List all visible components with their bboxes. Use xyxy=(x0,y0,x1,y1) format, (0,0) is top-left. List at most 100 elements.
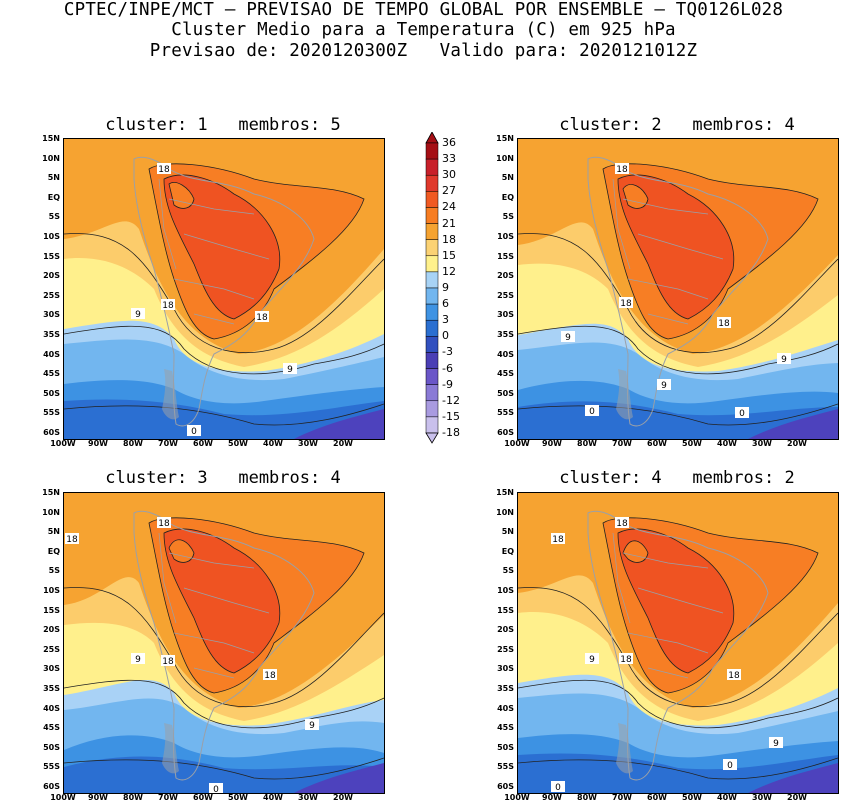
panel-1-title: cluster: 1 membros: 5 xyxy=(105,115,341,135)
latitude-label: 60S xyxy=(497,782,514,791)
latitude-label: 5N xyxy=(47,527,60,537)
svg-text:9: 9 xyxy=(565,333,571,343)
longitude-label: 60W xyxy=(647,793,667,802)
longitude-label: 90W xyxy=(88,439,108,448)
latitude-label: 60S xyxy=(43,428,60,437)
latitude-label: 5S xyxy=(48,566,60,576)
svg-text:18: 18 xyxy=(158,519,170,529)
contour-label: 18 xyxy=(615,163,629,175)
temperature-field-2: 18 18 18 9 9 9 0 0 xyxy=(518,139,838,439)
svg-text:9: 9 xyxy=(135,655,141,665)
latitude-label: 15S xyxy=(43,251,60,261)
colorbar-tick-label: 0 xyxy=(442,329,449,343)
latitude-label: 35S xyxy=(43,330,60,339)
country-borders xyxy=(612,178,724,325)
map-panel-2: 18 18 18 9 9 9 0 0 xyxy=(517,138,839,440)
contour-label: 18 xyxy=(717,317,731,329)
svg-text:9: 9 xyxy=(781,355,787,365)
temperature-band xyxy=(64,756,384,793)
colorbar-segment xyxy=(425,384,439,402)
contour-line xyxy=(64,757,384,780)
latitude-label: 5S xyxy=(48,212,60,222)
latitude-label: 50S xyxy=(497,388,514,398)
patagonia-land xyxy=(162,723,179,774)
latitude-label: 10S xyxy=(43,232,60,241)
contour-line xyxy=(518,587,838,707)
svg-text:18: 18 xyxy=(616,165,628,175)
colorbar-segment xyxy=(425,255,439,273)
longitude-label: 50W xyxy=(682,793,702,802)
latitude-label: EQ xyxy=(47,192,60,202)
svg-text:0: 0 xyxy=(739,409,745,419)
temperature-field-1: 18 18 18 9 9 0 xyxy=(64,139,384,439)
latitude-label: 10N xyxy=(42,153,60,163)
longitude-label: 40W xyxy=(717,439,737,448)
latitude-label: 55S xyxy=(497,762,514,772)
country-borders xyxy=(158,532,270,679)
colorbar-tick-label: -3 xyxy=(442,345,453,359)
temperature-field-4: 18 18 18 18 9 9 0 0 xyxy=(518,493,838,793)
latitude-label: 50S xyxy=(43,742,60,752)
warm-core-region xyxy=(168,539,195,563)
south-america-coastline xyxy=(133,156,315,427)
map-panel-4: 18 18 18 18 9 9 0 0 xyxy=(517,492,839,794)
contour-line xyxy=(64,325,384,375)
svg-text:18: 18 xyxy=(718,319,730,329)
colorbar-segment xyxy=(425,368,439,385)
latitude-label: 20S xyxy=(43,271,60,281)
colorbar-scale xyxy=(425,131,439,444)
colorbar-tick-label: 33 xyxy=(442,152,456,166)
colorbar-segment xyxy=(425,416,439,434)
south-america-coastline xyxy=(587,156,769,427)
longitude-label: 70W xyxy=(612,793,632,802)
longitude-label: 90W xyxy=(542,793,562,802)
colorbar-tick-label: -15 xyxy=(442,409,460,423)
longitude-label: 80W xyxy=(123,793,143,802)
contour-label: 18 xyxy=(619,297,633,309)
colorbar-tick-label: 3 xyxy=(442,313,449,327)
longitude-label: 100W xyxy=(504,439,530,448)
longitude-label: 60W xyxy=(193,439,213,448)
latitude-label: 15N xyxy=(42,134,60,143)
longitude-label: 20W xyxy=(333,439,353,448)
longitude-label: 70W xyxy=(158,439,178,448)
contour-label: 18 xyxy=(255,311,269,323)
latitude-label: 10S xyxy=(497,232,514,241)
contour-label: 18 xyxy=(615,517,629,529)
patagonia-land xyxy=(616,369,633,420)
longitude-label: 60W xyxy=(647,439,667,448)
warm-core-region xyxy=(622,184,649,209)
latitude-label: 10N xyxy=(496,507,514,517)
latitude-label: 35S xyxy=(497,684,514,693)
temperature-band xyxy=(294,763,384,793)
longitude-label: 70W xyxy=(612,439,632,448)
temperature-band xyxy=(64,399,384,439)
map-panel-3: 18 18 18 18 9 9 0 xyxy=(63,492,385,794)
svg-text:0: 0 xyxy=(727,761,733,771)
latitude-label: 40S xyxy=(497,349,514,359)
latitude-label: 5N xyxy=(47,173,60,183)
latitude-label: 45S xyxy=(43,723,60,733)
longitude-label: 20W xyxy=(333,793,353,802)
latitude-label: 55S xyxy=(43,762,60,772)
svg-text:18: 18 xyxy=(552,535,564,545)
latitude-label: 45S xyxy=(43,369,60,379)
latitude-label: 15N xyxy=(42,488,60,497)
latitude-label: 10S xyxy=(43,586,60,595)
forecast-dates: Previsao de: 2020120300Z Valido para: 20… xyxy=(149,41,698,61)
contour-line xyxy=(518,757,838,780)
latitude-label: 10N xyxy=(42,507,60,517)
contour-label: 9 xyxy=(305,719,319,731)
colorbar-segment xyxy=(425,142,439,160)
latitude-label: 25S xyxy=(43,644,60,654)
country-borders xyxy=(612,532,724,679)
contour-label: 0 xyxy=(187,425,201,437)
latitude-label: 15S xyxy=(497,605,514,615)
latitude-label: 10S xyxy=(497,586,514,595)
contour-line xyxy=(64,233,384,353)
latitude-label: 20S xyxy=(43,625,60,635)
longitude-label: 90W xyxy=(542,439,562,448)
contour-label: 18 xyxy=(161,655,175,667)
colorbar-tick-label: -6 xyxy=(442,361,453,375)
latitude-label: 15S xyxy=(497,251,514,261)
